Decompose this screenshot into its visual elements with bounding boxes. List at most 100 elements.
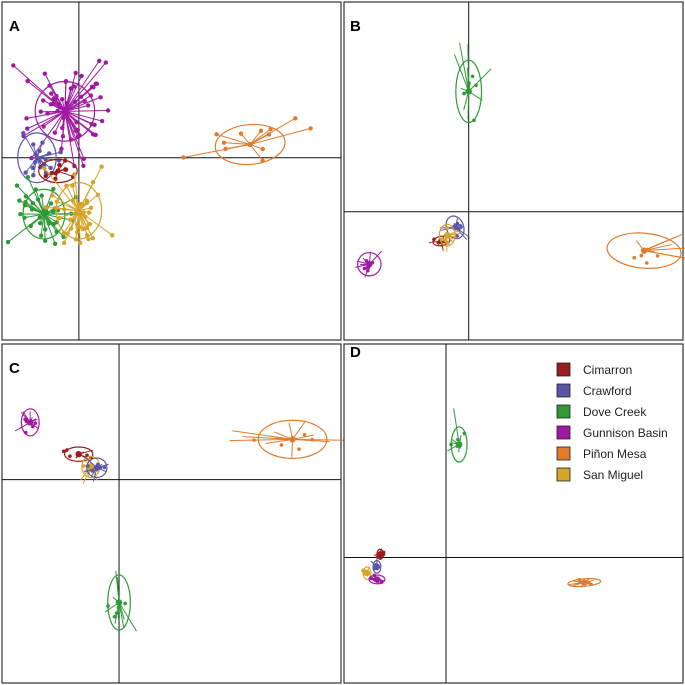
- data-point: [445, 240, 450, 245]
- data-point: [23, 194, 29, 199]
- spoke: [64, 72, 77, 112]
- series-dove-creek: [5, 174, 82, 247]
- legend-entry-label: Piñon Mesa: [583, 447, 647, 461]
- confidence-ellipse: [372, 559, 382, 574]
- centroid-point: [581, 579, 588, 586]
- data-point: [90, 236, 96, 241]
- data-point: [82, 464, 86, 468]
- panel-c-frame: [1, 343, 342, 684]
- data-point: [470, 74, 475, 79]
- data-point: [37, 215, 42, 220]
- spoke: [43, 213, 58, 232]
- centroid-point: [465, 88, 472, 95]
- data-point: [31, 424, 35, 429]
- data-point: [23, 170, 28, 175]
- series-san-miguel: [438, 223, 461, 252]
- data-point: [90, 180, 96, 185]
- series-pinon-mesa: [606, 232, 685, 269]
- centroid-point: [366, 261, 373, 268]
- data-point: [33, 421, 38, 425]
- data-point: [48, 165, 53, 171]
- data-point: [21, 130, 26, 136]
- data-point: [586, 580, 591, 585]
- spoke: [467, 91, 470, 120]
- data-point: [48, 201, 54, 206]
- centroid-point: [247, 141, 253, 148]
- data-point: [90, 468, 94, 473]
- series-gunnison-basin: [355, 250, 383, 278]
- spoke: [57, 170, 74, 178]
- spoke: [229, 438, 293, 442]
- spoke: [265, 438, 293, 444]
- spoke: [64, 60, 100, 112]
- spoke: [643, 233, 684, 252]
- series-cimarron: [373, 548, 386, 560]
- data-point: [40, 140, 45, 145]
- data-point: [11, 63, 16, 68]
- spoke: [644, 247, 685, 252]
- data-point: [42, 166, 47, 171]
- series-dove-creek: [104, 570, 137, 632]
- data-point: [252, 438, 256, 442]
- data-point: [39, 193, 44, 198]
- centroid-point: [640, 247, 648, 254]
- panel-a-marks: [2, 2, 341, 340]
- data-point: [17, 198, 22, 203]
- data-point: [214, 132, 219, 137]
- data-point: [29, 155, 34, 161]
- panel-b-marks: [344, 2, 685, 340]
- centroid-point: [27, 419, 34, 426]
- data-point: [110, 233, 115, 238]
- data-point: [58, 150, 63, 155]
- centroid-point: [115, 599, 123, 606]
- legend-entry-label: San Miguel: [583, 468, 643, 482]
- confidence-ellipse: [438, 223, 456, 247]
- spoke: [27, 110, 66, 130]
- series-pinon-mesa: [181, 116, 313, 166]
- spoke: [64, 110, 109, 112]
- centroid-point: [377, 551, 384, 558]
- spoke: [64, 110, 103, 122]
- spoke: [64, 81, 67, 112]
- data-point: [51, 186, 56, 192]
- confidence-ellipse: [63, 446, 94, 462]
- data-point: [223, 146, 228, 151]
- series-cimarron: [38, 158, 78, 184]
- spoke: [250, 127, 311, 145]
- spoke: [76, 210, 80, 233]
- data-point: [644, 261, 649, 265]
- data-point: [51, 221, 56, 227]
- data-point: [25, 78, 30, 84]
- centroid-point: [373, 563, 381, 571]
- spoke: [274, 431, 293, 440]
- spoke: [37, 199, 45, 215]
- panel-d: D: [343, 343, 684, 684]
- confidence-ellipse: [55, 181, 103, 240]
- spoke: [64, 86, 93, 112]
- data-point: [365, 268, 370, 273]
- spoke: [249, 117, 296, 145]
- centroid-point: [34, 155, 40, 161]
- series-pinon-mesa: [229, 419, 367, 460]
- spoke: [64, 62, 107, 112]
- data-point: [31, 142, 36, 147]
- data-point: [455, 234, 459, 238]
- spoke: [61, 111, 66, 129]
- series-crawford: [439, 215, 471, 240]
- data-point: [221, 140, 227, 145]
- data-point: [43, 205, 49, 210]
- series-pinon-mesa: [567, 577, 602, 588]
- data-point: [79, 201, 85, 207]
- legend-entry-label: Crawford: [583, 384, 632, 398]
- spoke: [249, 144, 264, 161]
- spoke: [223, 142, 251, 145]
- data-point: [61, 234, 66, 240]
- spoke: [249, 130, 262, 145]
- spoke: [453, 54, 470, 92]
- spoke: [23, 110, 66, 137]
- spoke: [64, 96, 101, 112]
- confidence-ellipse: [362, 566, 372, 581]
- data-point: [455, 221, 460, 226]
- data-point: [48, 91, 54, 96]
- confidence-ellipse: [34, 80, 96, 142]
